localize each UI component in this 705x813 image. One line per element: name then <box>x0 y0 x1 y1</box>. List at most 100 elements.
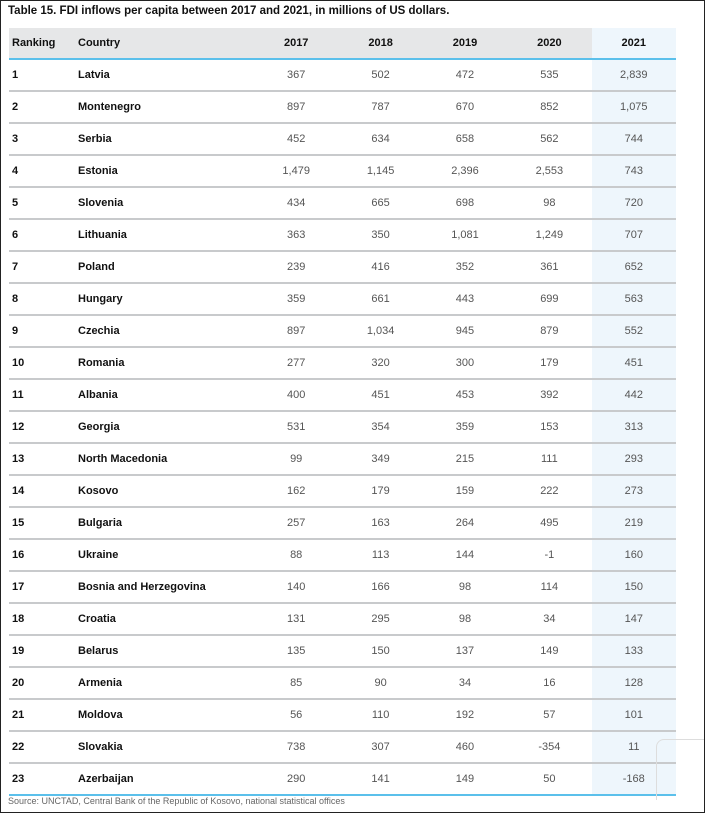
ranking-cell: 19 <box>9 635 78 668</box>
value-cell: 50 <box>507 763 592 796</box>
value-cell: 744 <box>591 123 676 156</box>
ranking-cell: 10 <box>9 347 78 380</box>
value-cell: 359 <box>422 411 508 444</box>
country-cell: Czechia <box>78 315 254 348</box>
country-cell: Montenegro <box>78 91 254 124</box>
ranking-cell: 22 <box>9 731 78 764</box>
ranking-cell: 4 <box>9 155 78 188</box>
country-cell: Romania <box>78 347 254 380</box>
value-cell: 163 <box>338 507 423 540</box>
value-cell: 1,081 <box>422 219 508 252</box>
table-row: 8 Hungary 359 661 443 699 563 <box>9 283 676 316</box>
value-cell: 150 <box>591 571 676 604</box>
value-cell: 57 <box>507 699 592 732</box>
value-cell: 34 <box>422 667 508 700</box>
country-cell: Moldova <box>78 699 254 732</box>
value-cell: 98 <box>422 603 508 636</box>
value-cell: 349 <box>338 443 423 476</box>
value-cell: 166 <box>338 571 423 604</box>
value-cell: 150 <box>338 635 423 668</box>
value-cell: 531 <box>254 411 339 444</box>
value-cell: 698 <box>422 187 508 220</box>
background-shape <box>656 739 704 800</box>
table-row: 13 North Macedonia 99 349 215 111 293 <box>9 443 676 476</box>
value-cell: 2,839 <box>591 59 676 92</box>
value-cell: 88 <box>254 539 339 572</box>
value-cell: 670 <box>422 91 508 124</box>
value-cell: 665 <box>338 187 423 220</box>
value-cell: 179 <box>338 475 423 508</box>
value-cell: 149 <box>422 763 508 796</box>
column-header: 2017 <box>254 28 339 60</box>
ranking-cell: 16 <box>9 539 78 572</box>
ranking-cell: 13 <box>9 443 78 476</box>
country-cell: Bulgaria <box>78 507 254 540</box>
value-cell: 472 <box>422 59 508 92</box>
value-cell: 400 <box>254 379 339 412</box>
value-cell: 159 <box>422 475 508 508</box>
country-cell: Georgia <box>78 411 254 444</box>
value-cell: 300 <box>422 347 508 380</box>
value-cell: 160 <box>591 539 676 572</box>
value-cell: 743 <box>591 155 676 188</box>
country-cell: Serbia <box>78 123 254 156</box>
value-cell: 460 <box>422 731 508 764</box>
value-cell: -168 <box>591 763 676 796</box>
value-cell: 273 <box>591 475 676 508</box>
table-row: 1 Latvia 367 502 472 535 2,839 <box>9 59 676 92</box>
value-cell: 137 <box>422 635 508 668</box>
value-cell: 707 <box>591 219 676 252</box>
value-cell: 111 <box>507 443 592 476</box>
value-cell: 392 <box>507 379 592 412</box>
value-cell: 16 <box>507 667 592 700</box>
value-cell: 720 <box>591 187 676 220</box>
value-cell: 363 <box>254 219 339 252</box>
table-row: 6 Lithuania 363 350 1,081 1,249 707 <box>9 219 676 252</box>
value-cell: 350 <box>338 219 423 252</box>
value-cell: 147 <box>591 603 676 636</box>
value-cell: 359 <box>254 283 339 316</box>
value-cell: 90 <box>338 667 423 700</box>
value-cell: 215 <box>422 443 508 476</box>
value-cell: 162 <box>254 475 339 508</box>
value-cell: 416 <box>338 251 423 284</box>
value-cell: 34 <box>507 603 592 636</box>
ranking-cell: 20 <box>9 667 78 700</box>
source-note: Source: UNCTAD, Central Bank of the Repu… <box>8 796 345 806</box>
country-cell: Croatia <box>78 603 254 636</box>
value-cell: 101 <box>591 699 676 732</box>
value-cell: 945 <box>422 315 508 348</box>
value-cell: 897 <box>254 315 339 348</box>
ranking-cell: 21 <box>9 699 78 732</box>
value-cell: 128 <box>591 667 676 700</box>
value-cell: 495 <box>507 507 592 540</box>
value-cell: 114 <box>507 571 592 604</box>
value-cell: 98 <box>422 571 508 604</box>
value-cell: 879 <box>507 315 592 348</box>
value-cell: 552 <box>591 315 676 348</box>
value-cell: 367 <box>254 59 339 92</box>
table-row: 5 Slovenia 434 665 698 98 720 <box>9 187 676 220</box>
value-cell: 222 <box>507 475 592 508</box>
value-cell: 352 <box>422 251 508 284</box>
table-row: 23 Azerbaijan 290 141 149 50 -168 <box>9 763 676 796</box>
country-cell: Poland <box>78 251 254 284</box>
value-cell: 738 <box>254 731 339 764</box>
country-cell: Lithuania <box>78 219 254 252</box>
ranking-cell: 12 <box>9 411 78 444</box>
column-header: 2021 <box>591 28 676 60</box>
table-row: 17 Bosnia and Herzegovina 140 166 98 114 150 <box>9 571 676 604</box>
value-cell: 1,479 <box>254 155 339 188</box>
value-cell: 451 <box>338 379 423 412</box>
value-cell: 131 <box>254 603 339 636</box>
value-cell: 354 <box>338 411 423 444</box>
value-cell: 135 <box>254 635 339 668</box>
table-row: 16 Ukraine 88 113 144 -1 160 <box>9 539 676 572</box>
column-header: 2020 <box>507 28 592 60</box>
table-row: 15 Bulgaria 257 163 264 495 219 <box>9 507 676 540</box>
value-cell: 277 <box>254 347 339 380</box>
value-cell: 442 <box>591 379 676 412</box>
value-cell: 787 <box>338 91 423 124</box>
country-cell: North Macedonia <box>78 443 254 476</box>
